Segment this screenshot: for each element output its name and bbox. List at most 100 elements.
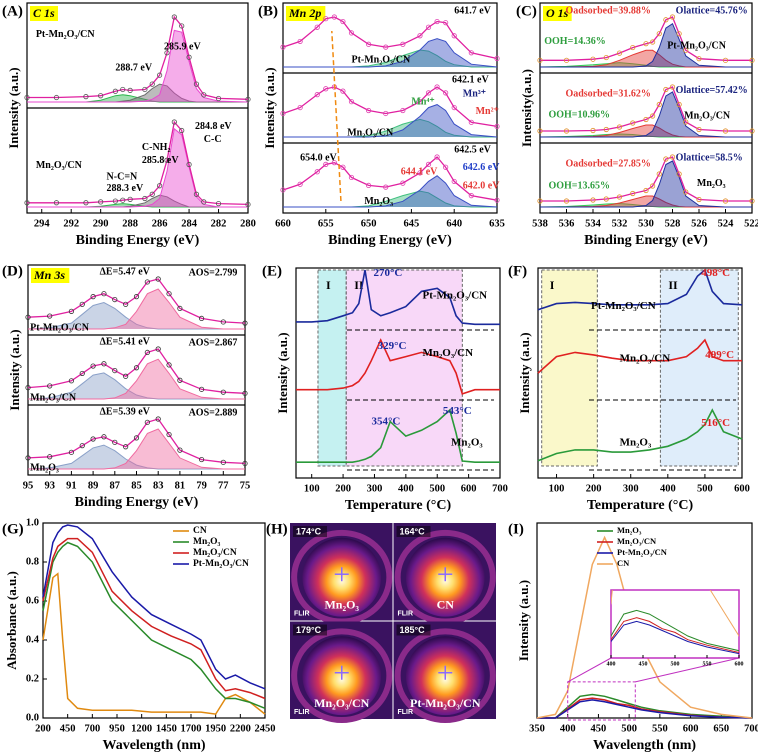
series-line <box>42 541 266 709</box>
plot-frame <box>536 522 753 719</box>
x-tick-label: 550 <box>652 723 668 734</box>
data-point <box>280 110 286 117</box>
data-point <box>101 434 107 440</box>
tag-background <box>30 6 59 21</box>
x-tick-label: 288 <box>122 218 138 229</box>
data-point <box>24 200 30 206</box>
data-point <box>144 419 150 425</box>
annotation: Pt-Mn₂O₃/CN <box>351 55 411 66</box>
annotation: C-C <box>204 134 222 145</box>
data-point <box>323 86 329 92</box>
data-point <box>443 90 449 96</box>
x-tick-label: 526 <box>691 218 707 229</box>
annotation: Mn⁴⁺ <box>411 97 434 108</box>
x-tick-label: 400 <box>398 483 414 494</box>
x-tick-label: 700 <box>84 723 100 734</box>
inset-tick-label: 450 <box>639 661 648 667</box>
x-tick-label: 640 <box>446 218 462 229</box>
data-point <box>323 161 329 167</box>
area-fill <box>27 30 248 102</box>
curve <box>296 338 500 395</box>
data-point <box>98 199 104 205</box>
data-point <box>245 96 251 102</box>
area-fill <box>283 104 497 137</box>
data-point <box>563 198 570 204</box>
x-tick-label: 660 <box>275 218 291 229</box>
x-tick-label: 85 <box>131 480 142 491</box>
spectrum-line <box>282 156 498 201</box>
region <box>541 269 598 467</box>
data-point <box>590 127 596 134</box>
x-tick-label: 91 <box>66 480 77 491</box>
data-point <box>201 199 207 205</box>
data-point <box>186 161 192 168</box>
data-point <box>120 86 126 93</box>
data-point <box>434 84 440 90</box>
data-point <box>749 198 755 204</box>
data-point <box>193 81 200 87</box>
component-line <box>28 358 245 400</box>
data-point <box>383 184 389 190</box>
x-tick-label: 534 <box>585 218 602 229</box>
data-point <box>676 31 682 37</box>
x-tick-label: 95 <box>23 480 34 491</box>
component-line <box>27 29 249 103</box>
plot-frame <box>295 267 501 479</box>
data-point <box>164 50 170 56</box>
area-fill <box>27 195 248 207</box>
data-point <box>656 31 662 37</box>
data-point <box>468 193 474 199</box>
area-fill <box>28 429 245 469</box>
tag: C 1s <box>33 6 55 20</box>
temp-badge <box>396 624 431 636</box>
data-point <box>494 197 500 203</box>
x-tick-label: 400 <box>660 483 676 494</box>
legend-label: Mn₂O₃ <box>617 525 642 535</box>
data-point <box>112 439 118 445</box>
x-tick-label: 1700 <box>181 723 202 734</box>
component-line <box>540 22 752 68</box>
data-point <box>155 416 161 422</box>
area-fill <box>28 302 245 329</box>
data-point <box>537 198 543 204</box>
data-point <box>242 320 248 326</box>
x-tick-label: 100 <box>549 483 565 494</box>
temperature: 164°C <box>400 526 426 536</box>
data-point <box>365 182 372 189</box>
region <box>345 269 463 467</box>
tag-background <box>31 268 70 283</box>
data-point <box>348 174 355 181</box>
annotation: 499°C <box>705 349 734 361</box>
data-point <box>537 57 543 63</box>
x-tick-label: 290 <box>93 218 109 229</box>
x-tick-label: 81 <box>175 480 186 491</box>
x-tick-label: 294 <box>34 218 51 229</box>
image-label: CN <box>437 597 455 611</box>
data-point <box>79 443 85 449</box>
area-fill <box>540 50 752 67</box>
image-label: Mn₂O₃/CN <box>314 696 370 710</box>
y-axis-label: Intensity (a.u.) <box>262 67 277 148</box>
x-tick-label: 292 <box>63 218 79 229</box>
data-point <box>157 72 163 78</box>
data-point <box>417 170 423 176</box>
annotation: 288.3 eV <box>107 183 144 194</box>
annotation: Pt-Mn₂O₃/CN <box>30 322 90 333</box>
panel-label: (I) <box>508 521 524 537</box>
annotation: 654.0 eV <box>300 153 337 164</box>
data-point <box>643 187 649 194</box>
y-tick-label: 1.0 <box>26 517 39 528</box>
component-line <box>540 124 752 138</box>
x-tick-label: 500 <box>429 483 445 494</box>
data-point <box>365 41 372 47</box>
annotation: Mn₂O₃/CN <box>30 392 77 403</box>
annotation: Mn₂O₃ <box>451 437 483 449</box>
y-axis-label: Intensity (a.u.) <box>517 332 532 413</box>
annotation: Mn²⁺ <box>476 106 499 117</box>
area-fill <box>28 289 245 329</box>
x-axis-label: Binding Energy (eV) <box>584 233 708 248</box>
x-tick-label: 284 <box>181 218 198 229</box>
data-point <box>616 50 623 56</box>
inset-line <box>611 620 739 655</box>
x-tick-label: 650 <box>713 723 729 734</box>
